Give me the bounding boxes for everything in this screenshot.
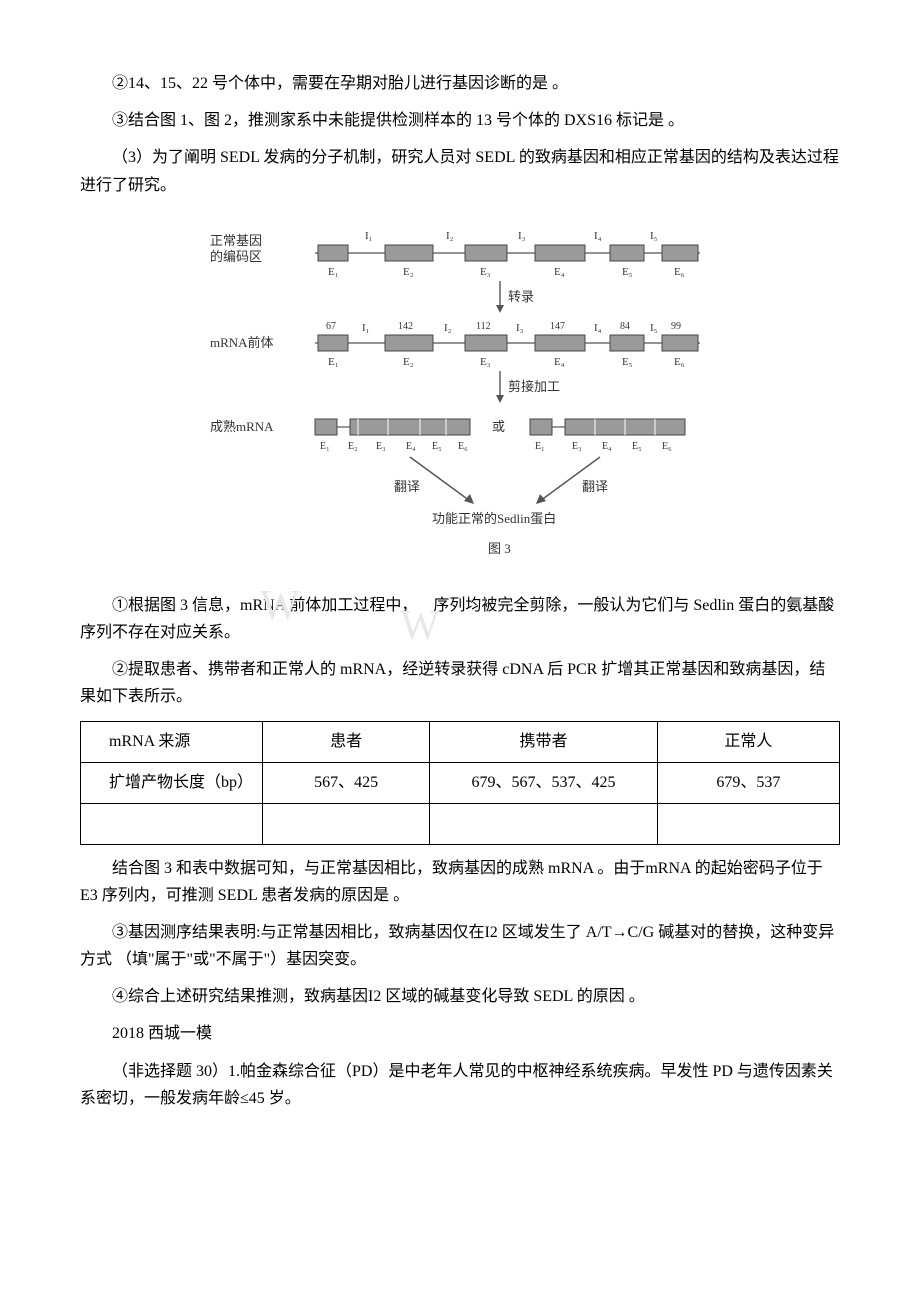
fig3-row3l-E1: E₁ <box>320 441 330 452</box>
fig3-row3r-E1: E₁ <box>535 441 545 452</box>
table-header-normal: 正常人 <box>657 721 839 762</box>
fig3-row2-n1: 67 <box>326 321 336 332</box>
fig3-row2-I2: I₂ <box>444 322 452 334</box>
fig3-row3l-E3: E₃ <box>376 441 386 452</box>
fig3-row1-I3: I₃ <box>518 230 526 242</box>
fig3-step3a-label: 翻译 <box>394 479 420 494</box>
fig3-row3l-E5: E₅ <box>432 441 442 452</box>
fig3-row1-I1: I₁ <box>365 230 373 242</box>
fig3-row1-E1: E₁ <box>328 266 339 278</box>
fig3-caption: 图 3 <box>488 541 511 556</box>
table-cell-patient: 567、425 <box>263 762 430 803</box>
paragraph-section3: （3）为了阐明 SEDL 发病的分子机制，研究人员对 SEDL 的致病基因和相应… <box>80 144 840 198</box>
fig3-row2-I3: I₃ <box>516 322 524 334</box>
fig3-row1-E6: E₆ <box>674 266 685 278</box>
fig3-row1-E2: E₂ <box>403 266 414 278</box>
fig3-row2-E6: E₆ <box>674 356 685 368</box>
table-rowlabel: 扩增产物长度（bp） <box>81 762 263 803</box>
fig3-row2-E2: E₂ <box>403 356 414 368</box>
fig3-row1-label-line1: 正常基因 <box>210 233 262 248</box>
table-empty-3 <box>430 803 658 844</box>
fig3-row2-E5: E₅ <box>622 356 633 368</box>
fig3-row1-label-line2: 的编码区 <box>210 249 262 264</box>
fig3-row1-I5: I₅ <box>650 230 658 242</box>
paragraph-pd-intro: （非选择题 30）1.帕金森综合征（PD）是中老年人常见的中枢神经系统疾病。早发… <box>80 1058 840 1112</box>
table-header-source: mRNA 来源 <box>81 721 263 762</box>
fig3-row3l-E6: E₆ <box>458 441 468 452</box>
fig3-step2-label: 剪接加工 <box>508 379 560 394</box>
fig3-row2-n5: 84 <box>620 321 630 332</box>
paragraph-exam-source: 2018 西城一模 <box>80 1020 840 1047</box>
fig3-row2-I1: I₁ <box>362 322 370 334</box>
fig3-row2-I5: I₅ <box>650 322 658 334</box>
fig3-row2-label: mRNA前体 <box>210 335 274 350</box>
table-empty-1 <box>81 803 263 844</box>
fig3-row2-E4: E₄ <box>554 356 565 368</box>
fig3-row2-n2: 142 <box>398 321 413 332</box>
fig3-product-label: 功能正常的Sedlin蛋白 <box>432 511 556 526</box>
fig3-row1-I2: I₂ <box>446 230 454 242</box>
paragraph-q3-3: ③基因测序结果表明:与正常基因相比，致病基因仅在I2 区域发生了 A/T→C/G… <box>80 919 840 973</box>
paragraph-q3-2b: 结合图 3 和表中数据可知，与正常基因相比，致病基因的成熟 mRNA 。由于mR… <box>80 855 840 909</box>
paragraph-q3-2: ②提取患者、携带者和正常人的 mRNA，经逆转录获得 cDNA 后 PCR 扩增… <box>80 656 840 710</box>
fig3-row1-I4: I₄ <box>594 230 602 242</box>
table-empty-2 <box>263 803 430 844</box>
fig3-row3-right <box>530 419 685 435</box>
table-empty-4 <box>657 803 839 844</box>
fig3-row1-E3: E₃ <box>480 266 491 278</box>
fig3-row3l-E2: E₂ <box>348 441 358 452</box>
table-header-patient: 患者 <box>263 721 430 762</box>
fig3-row3r-E6: E₆ <box>662 441 672 452</box>
fig3-row1-E4: E₄ <box>554 266 565 278</box>
paragraph-q2: ②14、15、22 号个体中，需要在孕期对胎儿进行基因诊断的是 。 <box>80 70 840 97</box>
fig3-row3r-E3: E₃ <box>572 441 582 452</box>
table-header-carrier: 携带者 <box>430 721 658 762</box>
table-cell-carrier: 679、567、537、425 <box>430 762 658 803</box>
fig3-row3r-E5: E₅ <box>632 441 642 452</box>
fig3-row2-n6: 99 <box>671 321 681 332</box>
paragraph-q3-1: ①根据图 3 信息，mRNA 前体加工过程中， 序列均被完全剪除，一般认为它们与… <box>80 592 840 646</box>
fig3-row3r-E4: E₄ <box>602 441 612 452</box>
fig3-step3b-label: 翻译 <box>582 479 608 494</box>
table-cell-normal: 679、537 <box>657 762 839 803</box>
fig3-row2-n3: 112 <box>476 321 491 332</box>
table-row <box>81 803 840 844</box>
fig3-row3l-E4: E₄ <box>406 441 416 452</box>
fig3-row2-n4: 147 <box>550 321 565 332</box>
fig3-row2-E1: E₁ <box>328 356 339 368</box>
paragraph-q3-4: ④综合上述研究结果推测，致病基因I2 区域的碱基变化导致 SEDL 的原因 。 <box>80 983 840 1010</box>
fig3-or-label: 或 <box>492 419 505 434</box>
fig3-row1-E5: E₅ <box>622 266 633 278</box>
pcr-table: mRNA 来源 患者 携带者 正常人 扩增产物长度（bp） 567、425 67… <box>80 721 840 845</box>
fig3-row3-label: 成熟mRNA <box>210 419 274 434</box>
fig3-row2-E3: E₃ <box>480 356 491 368</box>
paragraph-q3: ③结合图 1、图 2，推测家系中未能提供检测样本的 13 号个体的 DXS16 … <box>80 107 840 134</box>
table-row: mRNA 来源 患者 携带者 正常人 <box>81 721 840 762</box>
table-row: 扩增产物长度（bp） 567、425 679、567、537、425 679、5… <box>81 762 840 803</box>
fig3-row2-I4: I₄ <box>594 322 602 334</box>
fig3-row3-left <box>315 419 470 435</box>
figure-3: 正常基因 的编码区 I₁ I₂ I₃ I₄ I₅ <box>80 213 840 578</box>
fig3-step1-label: 转录 <box>508 289 534 304</box>
